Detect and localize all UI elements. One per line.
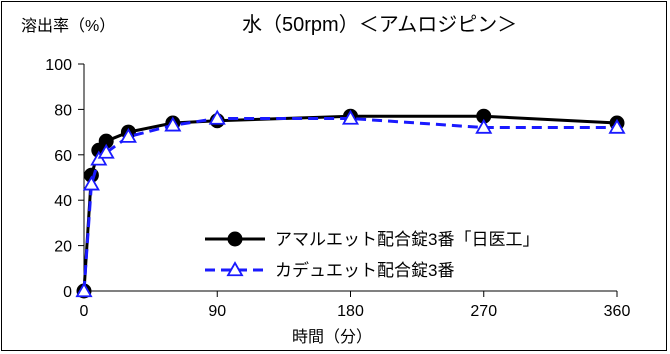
y-tick-label: 40	[54, 193, 72, 210]
legend-label: アマルエット配合錠3番「日医工」	[275, 230, 539, 249]
series-2	[75, 109, 626, 298]
series-2-point	[119, 127, 137, 143]
y-tick-label: 0	[63, 284, 72, 301]
x-tick-label: 270	[470, 303, 497, 320]
y-tick-label: 20	[54, 239, 72, 256]
axes: 0 20 40 60 80 100 0 90 180 270 360	[45, 57, 630, 320]
legend-marker	[227, 231, 243, 247]
x-axis-label: 時間（分）	[292, 328, 372, 346]
x-tick-label: 90	[208, 303, 226, 320]
series-2-point	[475, 118, 493, 134]
series-2-point	[75, 282, 93, 298]
x-tick-label: 180	[337, 303, 364, 320]
y-tick-label: 60	[54, 148, 72, 165]
series-2-line	[82, 116, 617, 292]
series-2-point	[97, 143, 115, 159]
series-2-point	[208, 109, 226, 125]
x-tick-label: 0	[80, 303, 89, 320]
series-2-point	[608, 118, 626, 134]
legend-marker	[226, 261, 244, 277]
series-layer	[75, 108, 626, 299]
chart-title: 水（50rpm）＜アムロジピン＞	[242, 13, 517, 36]
y-tick-label: 100	[45, 57, 72, 74]
x-tick-label: 360	[604, 303, 631, 320]
legend-item-1: アマルエット配合錠3番「日医工」	[205, 230, 539, 249]
y-axis-label: 溶出率（%）	[21, 17, 115, 35]
legend-label: カデュエット配合錠3番	[275, 260, 454, 280]
series-2-point	[341, 109, 360, 125]
series-2-point	[82, 175, 100, 191]
y-tick-label: 80	[54, 102, 72, 119]
legend-item-2: カデュエット配合錠3番	[205, 260, 454, 280]
legend: アマルエット配合錠3番「日医工」カデュエット配合錠3番	[205, 230, 539, 280]
series-2-point	[164, 116, 182, 132]
